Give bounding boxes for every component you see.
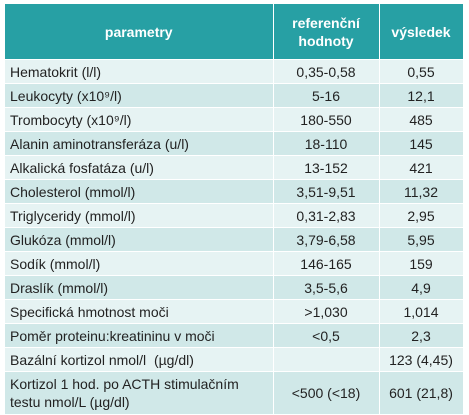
ref-value: 18-110 [272, 131, 380, 156]
param-name: Kortizol 1 hod. po ACTH stimulačním test… [5, 371, 274, 415]
result-value: 2,3 [378, 323, 464, 348]
table-row: Triglyceridy (mmol/l) 0,31-2,83 2,95 [5, 203, 464, 228]
header-vysledek: výsledek [378, 3, 464, 60]
result-value: 421 [378, 155, 464, 180]
ref-value: 146-165 [272, 251, 380, 276]
table-row: Glukóza (mmol/l) 3,79-6,58 5,95 [5, 227, 464, 252]
table-row: Hematokrit (l/l) 0,35-0,58 0,55 [5, 59, 464, 84]
header-ref-line2: hodnoty [298, 32, 354, 49]
header-referencni-hodnoty: referenční hodnoty [272, 3, 380, 60]
result-value: 2,95 [378, 203, 464, 228]
ref-value: <0,5 [272, 323, 380, 348]
param-name: Poměr proteinu:kreatininu v moči [5, 323, 274, 348]
table-row: Bazální kortizol nmol/l (µg/dl) 123 (4,4… [5, 347, 464, 372]
lab-results-table: parametry referenční hodnoty výsledek He… [5, 3, 464, 415]
param-name: Specifická hmotnost moči [5, 299, 274, 324]
header-parametry: parametry [5, 3, 274, 60]
table-row: Draslík (mmol/l) 3,5-5,6 4,9 [5, 275, 464, 300]
ref-value: 180-550 [272, 107, 380, 132]
ref-value: <500 (<18) [272, 371, 380, 415]
ref-value: 3,5-5,6 [272, 275, 380, 300]
lab-results-table-container: parametry referenční hodnoty výsledek He… [5, 3, 464, 415]
result-value: 5,95 [378, 227, 464, 252]
result-value: 159 [378, 251, 464, 276]
ref-value [272, 347, 380, 372]
ref-value: 3,51-9,51 [272, 179, 380, 204]
table-row: Trombocyty (x10⁹/l) 180-550 485 [5, 107, 464, 132]
table-row: Leukocyty (x10⁹/l) 5-16 12,1 [5, 83, 464, 108]
ref-value: 5-16 [272, 83, 380, 108]
table-row: Alkalická fosfatáza (u/l) 13-152 421 [5, 155, 464, 180]
header-ref-line1: referenční [292, 14, 360, 31]
param-name: Trombocyty (x10⁹/l) [5, 107, 274, 132]
param-name: Cholesterol (mmol/l) [5, 179, 274, 204]
result-value: 1,014 [378, 299, 464, 324]
param-name: Triglyceridy (mmol/l) [5, 203, 274, 228]
table-row: Sodík (mmol/l) 146-165 159 [5, 251, 464, 276]
param-name: Leukocyty (x10⁹/l) [5, 83, 274, 108]
table-header-row: parametry referenční hodnoty výsledek [5, 3, 464, 60]
table-row: Cholesterol (mmol/l) 3,51-9,51 11,32 [5, 179, 464, 204]
table-row: Specifická hmotnost moči >1,030 1,014 [5, 299, 464, 324]
result-value: 11,32 [378, 179, 464, 204]
ref-value: 0,35-0,58 [272, 59, 380, 84]
result-value: 0,55 [378, 59, 464, 84]
ref-value: >1,030 [272, 299, 380, 324]
param-name: Hematokrit (l/l) [5, 59, 274, 84]
param-name: Bazální kortizol nmol/l (µg/dl) [5, 347, 274, 372]
result-value: 123 (4,45) [378, 347, 464, 372]
table-row: Poměr proteinu:kreatininu v moči <0,5 2,… [5, 323, 464, 348]
ref-value: 3,79-6,58 [272, 227, 380, 252]
result-value: 485 [378, 107, 464, 132]
param-name-line2: testu nmol/L (µg/dl) [10, 394, 130, 410]
param-name: Glukóza (mmol/l) [5, 227, 274, 252]
table-row: Alanin aminotransferáza (u/l) 18-110 145 [5, 131, 464, 156]
param-name: Sodík (mmol/l) [5, 251, 274, 276]
result-value: 601 (21,8) [378, 371, 464, 415]
param-name-line1: Kortizol 1 hod. po ACTH stimulačním [10, 376, 239, 392]
param-name: Alanin aminotransferáza (u/l) [5, 131, 274, 156]
param-name: Draslík (mmol/l) [5, 275, 274, 300]
table-row: Kortizol 1 hod. po ACTH stimulačním test… [5, 371, 464, 415]
param-name: Alkalická fosfatáza (u/l) [5, 155, 274, 180]
result-value: 4,9 [378, 275, 464, 300]
result-value: 12,1 [378, 83, 464, 108]
ref-value: 0,31-2,83 [272, 203, 380, 228]
ref-value: 13-152 [272, 155, 380, 180]
result-value: 145 [378, 131, 464, 156]
